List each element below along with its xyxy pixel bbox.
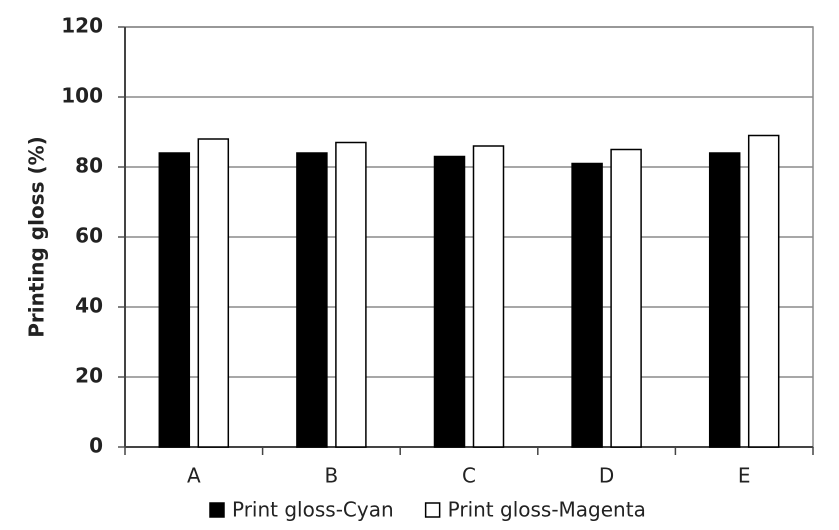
y-tick-label: 80 [75,154,103,178]
y-tick-label: 60 [75,224,103,248]
y-tick-label: 20 [75,364,103,388]
x-tick-label: E [738,464,751,488]
bar [335,141,367,448]
bar [433,155,466,448]
bar [571,162,603,448]
legend-label: Print gloss-Cyan [232,498,394,522]
y-tick-label: 100 [61,84,103,108]
bar [610,148,642,448]
legend-swatch [209,502,225,518]
bar [158,152,191,448]
x-tick-label: D [599,464,614,488]
x-tick-label: C [462,464,476,488]
bar [472,145,505,448]
x-tick-label: B [325,464,339,488]
bar [296,152,328,448]
bar [197,138,230,448]
x-tick-label: A [187,464,201,488]
y-tick-label: 0 [89,434,103,458]
y-axis-label: Printing gloss (%) [25,136,49,338]
legend-label: Print gloss-Magenta [448,498,646,522]
y-tick-label: 40 [75,294,103,318]
bar [747,134,780,448]
y-tick-label: 120 [61,14,103,38]
legend-swatch [424,502,441,518]
bar [708,152,741,448]
